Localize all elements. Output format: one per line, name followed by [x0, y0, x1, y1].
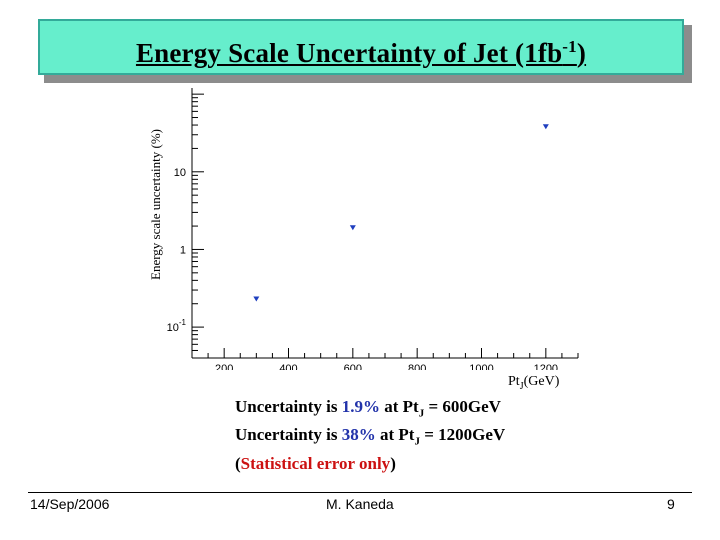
x-axis-title: PtJ(GeV): [508, 374, 560, 392]
y-tick-label: 10: [174, 167, 186, 179]
x-tick-label: 400: [279, 363, 297, 370]
note-line-statistical: (Statistical error only): [235, 453, 396, 473]
x-tick-label: 1200: [534, 363, 558, 370]
y-axis-title: Energy scale uncertainty (%): [148, 129, 163, 280]
x-tick-label: 800: [408, 363, 426, 370]
footer-author: M. Kaneda: [326, 496, 394, 512]
note-line-600: Uncertainty is 1.9% at PtJ = 600GeV: [235, 397, 501, 420]
title-banner: Energy Scale Uncertainty of Jet (1fb-1): [38, 19, 684, 75]
uncertainty-notes: Uncertainty is 1.9% at PtJ = 600GeV Unce…: [235, 396, 505, 474]
x-tick-label: 200: [215, 363, 233, 370]
x-tick-label: 600: [344, 363, 362, 370]
footer-divider: [28, 492, 692, 493]
footer-date: 14/Sep/2006: [30, 496, 110, 512]
data-point: [542, 124, 549, 130]
slide-title: Energy Scale Uncertainty of Jet (1fb-1): [135, 37, 587, 68]
data-point: [349, 225, 356, 231]
x-tick-label: 1000: [469, 363, 493, 370]
note-line-1200: Uncertainty is 38% at PtJ = 1200GeV: [235, 425, 506, 448]
y-tick-label: 10-1: [167, 318, 187, 334]
uncertainty-plot: Energy scale uncertainty (%) 10-1 1 10 200…: [148, 88, 579, 370]
data-point: [253, 296, 260, 302]
y-tick-label: 1: [180, 244, 186, 256]
page-number: 9: [667, 496, 675, 512]
